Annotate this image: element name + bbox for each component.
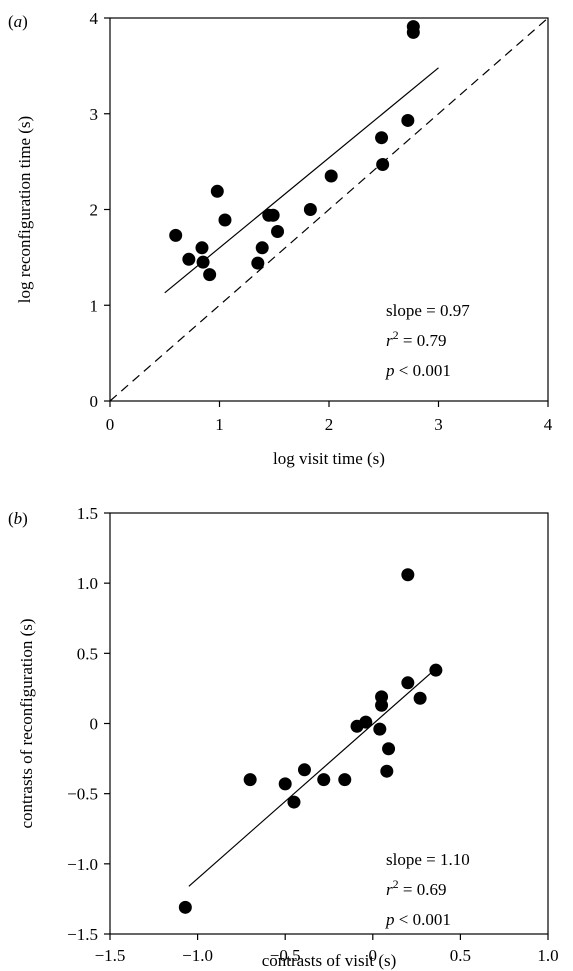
y-tick-label: −1.0 <box>67 855 98 874</box>
y-tick-label: 4 <box>90 9 99 28</box>
data-point <box>278 777 292 791</box>
data-point <box>401 113 415 127</box>
fit-line <box>164 67 439 294</box>
data-point <box>406 20 420 34</box>
y-tick-label: 1 <box>90 296 99 315</box>
data-point <box>271 225 285 239</box>
y-tick-label: 0.5 <box>77 644 98 663</box>
y-tick-label: 0 <box>90 715 99 734</box>
data-point <box>297 763 311 777</box>
data-point <box>382 742 396 756</box>
data-point <box>218 213 232 227</box>
plot-frame <box>109 512 549 935</box>
fit-line <box>188 669 435 887</box>
data-point <box>255 241 269 255</box>
data-point <box>401 676 415 690</box>
data-point <box>303 203 317 216</box>
x-axis-label: contrasts of visit (s) <box>262 951 397 970</box>
x-tick-label: −1.0 <box>182 946 213 965</box>
data-point <box>243 773 257 787</box>
data-point <box>429 663 443 677</box>
y-tick-label: −1.5 <box>67 925 98 944</box>
data-point <box>373 722 387 736</box>
data-point <box>317 773 331 787</box>
data-point <box>266 208 280 222</box>
slope-annotation: slope = 0.97 <box>386 301 470 320</box>
panel-label: (a) <box>8 12 28 31</box>
data-point <box>195 241 209 255</box>
slope-annotation: slope = 1.10 <box>386 850 470 869</box>
data-point <box>287 795 301 809</box>
x-tick-label: 3 <box>434 415 443 434</box>
x-tick-label: 0 <box>369 946 378 965</box>
panel-b: −1.5 −1.0 −0.5 0 0.5 1.0 −1.5 −1.0 −0.5 0 0.5 1.0 1.… <box>8 504 559 970</box>
y-axis-label: contrasts of reconfiguration (s) <box>17 618 36 828</box>
data-point <box>324 169 338 183</box>
data-point <box>169 228 183 242</box>
p-value-annotation: p < 0.001 <box>385 910 451 929</box>
reference-line <box>109 17 549 402</box>
data-point <box>413 691 427 705</box>
data-point <box>182 252 196 266</box>
data-point <box>401 568 415 582</box>
data-point <box>375 698 389 712</box>
y-tick-label: −0.5 <box>67 785 98 804</box>
y-tick-label: 1.5 <box>77 504 98 523</box>
y-axis-label: log reconfiguration time (s) <box>15 116 34 303</box>
data-point <box>196 255 210 269</box>
r-squared-annotation: r2 = 0.79 <box>386 328 446 350</box>
data-point <box>251 256 265 270</box>
x-axis-label: log visit time (s) <box>273 449 385 468</box>
panel-a: 0 1 2 3 4 0 1 2 3 4 log visit time (s) log reconfig… <box>8 9 553 468</box>
x-tick-label: 1.0 <box>537 946 558 965</box>
data-point <box>380 764 394 778</box>
data-point <box>338 773 352 787</box>
data-point <box>359 715 373 729</box>
x-tick-label: 0.5 <box>450 946 471 965</box>
y-tick-label: 1.0 <box>77 574 98 593</box>
x-tick-label: −0.5 <box>270 946 301 965</box>
x-tick-label: 0 <box>106 415 115 434</box>
x-tick-label: 2 <box>325 415 334 434</box>
y-tick-label: 3 <box>90 105 99 124</box>
x-tick-label: 4 <box>544 415 553 434</box>
data-point <box>178 900 192 914</box>
x-tick-label: 1 <box>215 415 224 434</box>
y-tick-label: 2 <box>90 201 99 220</box>
data-point <box>376 157 390 171</box>
y-tick-label: 0 <box>90 392 99 411</box>
data-point <box>210 184 224 198</box>
x-tick-label: −1.5 <box>95 946 126 965</box>
p-value-annotation: p < 0.001 <box>385 361 451 380</box>
panel-label: (b) <box>8 509 28 528</box>
data-point <box>203 268 217 282</box>
data-point <box>375 131 389 145</box>
r-squared-annotation: r2 = 0.69 <box>386 877 446 899</box>
